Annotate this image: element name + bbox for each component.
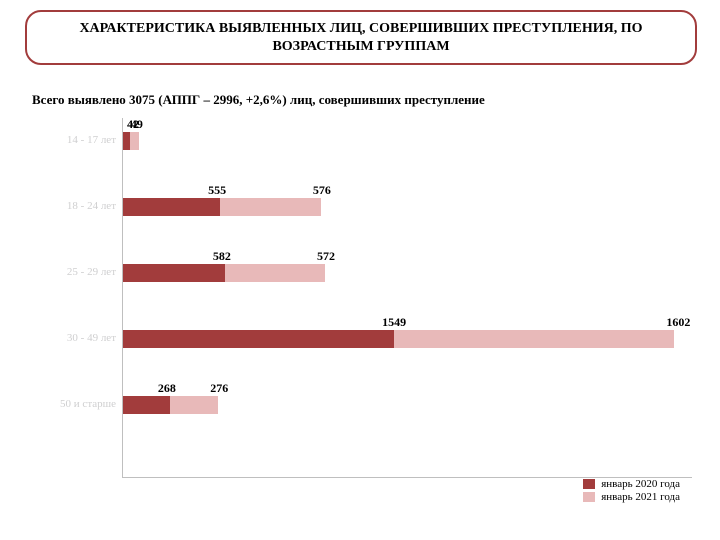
y-axis-label: 50 и старше (32, 398, 116, 410)
y-axis (122, 118, 123, 478)
legend-item: январь 2021 года (583, 491, 680, 504)
age-group-chart: 14 - 17 лет424918 - 24 лет55557625 - 29 … (32, 118, 692, 508)
bar-segment (123, 132, 130, 150)
bar-value: 276 (210, 381, 228, 396)
bar-segment (123, 330, 394, 348)
legend-item: январь 2020 года (583, 478, 680, 491)
bar-segment (123, 264, 225, 282)
legend-swatch-2020 (583, 479, 595, 489)
subtitle: Всего выявлено 3075 (АППГ – 2996, +2,6%)… (32, 92, 485, 108)
bar-value: 49 (131, 117, 143, 132)
legend-swatch-2021 (583, 492, 595, 502)
bar-value: 1549 (382, 315, 406, 330)
bar-value: 1602 (666, 315, 690, 330)
bar-segment (220, 198, 321, 216)
y-axis-label: 30 - 49 лет (32, 332, 116, 344)
bar-value: 582 (213, 249, 231, 264)
legend-label: январь 2020 года (601, 478, 680, 491)
bar-segment (123, 396, 170, 414)
bar-value: 576 (313, 183, 331, 198)
legend: январь 2020 года январь 2021 года (583, 478, 680, 504)
y-axis-label: 18 - 24 лет (32, 200, 116, 212)
bar-segment (225, 264, 325, 282)
bar-value: 572 (317, 249, 335, 264)
page-title-box: ХАРАКТЕРИСТИКА ВЫЯВЛЕННЫХ ЛИЦ, СОВЕРШИВШ… (25, 10, 697, 65)
bar-segment (123, 198, 220, 216)
y-axis-label: 14 - 17 лет (32, 134, 116, 146)
bar-segment (130, 132, 139, 150)
legend-label: январь 2021 года (601, 491, 680, 504)
page-title: ХАРАКТЕРИСТИКА ВЫЯВЛЕННЫХ ЛИЦ, СОВЕРШИВШ… (79, 21, 642, 54)
bar-value: 555 (208, 183, 226, 198)
bar-segment (170, 396, 218, 414)
y-axis-label: 25 - 29 лет (32, 266, 116, 278)
bar-segment (394, 330, 674, 348)
bar-value: 268 (158, 381, 176, 396)
